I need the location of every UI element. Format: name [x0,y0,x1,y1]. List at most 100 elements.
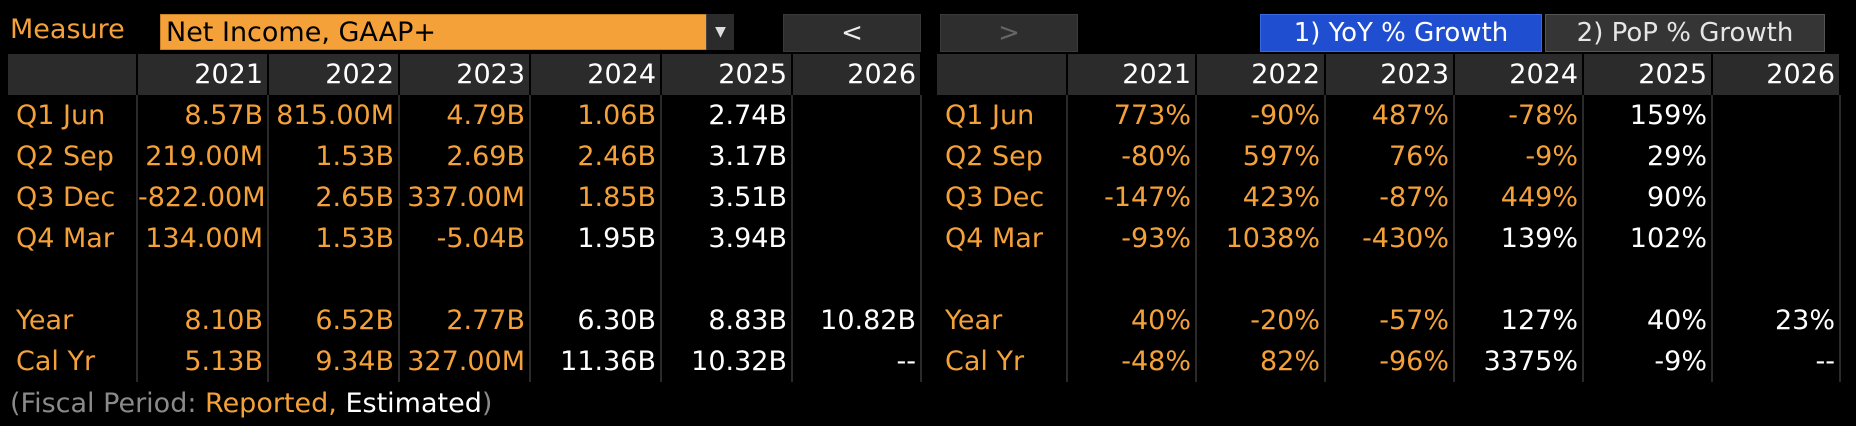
value-cell[interactable]: -80% [1067,136,1197,177]
value-cell[interactable]: 1038% [1196,218,1326,259]
value-cell[interactable]: -90% [1196,95,1326,136]
value-cell[interactable]: -9% [1583,341,1713,382]
value-cell[interactable]: 8.83B [661,300,793,341]
value-cell[interactable]: 23% [1712,300,1841,341]
value-cell[interactable]: -96% [1325,341,1455,382]
value-cell[interactable] [137,259,269,300]
value-cell[interactable]: 134.00M [137,218,269,259]
value-cell[interactable]: 4.79B [399,95,531,136]
value-cell[interactable]: 3.94B [661,218,793,259]
value-cell[interactable]: 219.00M [137,136,269,177]
value-cell[interactable]: -822.00M [137,177,269,218]
value-cell[interactable]: 1.53B [268,218,400,259]
value-cell[interactable]: 3.51B [661,177,793,218]
value-cell[interactable]: 3375% [1454,341,1584,382]
value-cell[interactable]: 76% [1325,136,1455,177]
value-cell[interactable]: -57% [1325,300,1455,341]
value-cell[interactable]: -- [792,341,922,382]
measure-select[interactable]: Net Income, GAAP+ [160,14,734,50]
value-cell[interactable]: 2.69B [399,136,531,177]
value-cell[interactable] [792,95,922,136]
value-cell[interactable]: 2.74B [661,95,793,136]
table-row: Year 40% -20% -57% 127% 40% 23% [937,300,1841,341]
value-cell[interactable]: -- [1712,341,1841,382]
value-cell[interactable] [1712,136,1841,177]
year-header: 2022 [268,54,400,95]
value-cell[interactable]: 2.46B [530,136,662,177]
value-cell[interactable] [1196,259,1326,300]
value-cell[interactable]: 6.52B [268,300,400,341]
value-cell[interactable] [792,259,922,300]
row-label: Q4 Mar [937,218,1068,259]
year-header: 2022 [1196,54,1326,95]
value-cell[interactable]: 1.53B [268,136,400,177]
value-cell[interactable]: 90% [1583,177,1713,218]
prev-button[interactable]: < [783,14,921,52]
value-cell[interactable]: -147% [1067,177,1197,218]
year-header: 2024 [530,54,662,95]
value-cell[interactable] [1454,259,1584,300]
measure-value: Net Income, GAAP+ [166,17,437,48]
value-cell[interactable]: 1.85B [530,177,662,218]
value-cell[interactable]: 2.77B [399,300,531,341]
value-cell[interactable] [1325,259,1455,300]
value-cell[interactable]: 8.57B [137,95,269,136]
value-cell[interactable]: 127% [1454,300,1584,341]
value-cell[interactable]: 1.95B [530,218,662,259]
value-cell[interactable]: 102% [1583,218,1713,259]
value-cell[interactable]: -48% [1067,341,1197,382]
value-cell[interactable]: 139% [1454,218,1584,259]
value-cell[interactable]: 597% [1196,136,1326,177]
value-cell[interactable]: -93% [1067,218,1197,259]
measure-label: Measure [10,14,125,45]
value-cell[interactable]: 9.34B [268,341,400,382]
value-cell[interactable]: 5.13B [137,341,269,382]
value-cell[interactable]: 773% [1067,95,1197,136]
tab-yoy-growth[interactable]: 1) YoY % Growth [1260,14,1542,52]
value-cell[interactable]: 2.65B [268,177,400,218]
value-cell[interactable]: 1.06B [530,95,662,136]
value-cell[interactable] [792,177,922,218]
value-cell[interactable]: 82% [1196,341,1326,382]
value-cell[interactable] [1712,95,1841,136]
value-cell[interactable]: 8.10B [137,300,269,341]
value-cell[interactable]: -78% [1454,95,1584,136]
value-cell[interactable]: 6.30B [530,300,662,341]
value-cell[interactable]: 29% [1583,136,1713,177]
value-cell[interactable]: 815.00M [268,95,400,136]
value-cell[interactable]: 11.36B [530,341,662,382]
value-cell[interactable]: 337.00M [399,177,531,218]
table-row: Q1 Jun 8.57B 815.00M 4.79B 1.06B 2.74B [8,95,922,136]
value-cell[interactable]: 327.00M [399,341,531,382]
next-button[interactable]: > [940,14,1078,52]
value-cell[interactable] [268,259,400,300]
value-cell[interactable]: 40% [1067,300,1197,341]
value-cell[interactable] [399,259,531,300]
value-cell[interactable]: 487% [1325,95,1455,136]
value-cell[interactable] [1712,259,1841,300]
value-cell[interactable] [1583,259,1713,300]
value-cell[interactable] [1067,259,1197,300]
year-header: 2024 [1454,54,1584,95]
chevron-down-icon[interactable]: ▼ [706,14,734,50]
value-cell[interactable]: -5.04B [399,218,531,259]
value-cell[interactable] [792,218,922,259]
value-cell[interactable]: 10.82B [792,300,922,341]
value-cell[interactable] [661,259,793,300]
value-cell[interactable] [792,136,922,177]
value-cell[interactable]: 40% [1583,300,1713,341]
year-header: 2023 [399,54,531,95]
tab-pop-growth[interactable]: 2) PoP % Growth [1545,14,1825,52]
value-cell[interactable] [1712,177,1841,218]
value-cell[interactable]: -87% [1325,177,1455,218]
value-cell[interactable]: 159% [1583,95,1713,136]
value-cell[interactable]: 423% [1196,177,1326,218]
value-cell[interactable]: -9% [1454,136,1584,177]
value-cell[interactable]: -430% [1325,218,1455,259]
value-cell[interactable] [1712,218,1841,259]
value-cell[interactable]: 449% [1454,177,1584,218]
value-cell[interactable]: 3.17B [661,136,793,177]
value-cell[interactable] [530,259,662,300]
value-cell[interactable]: -20% [1196,300,1326,341]
value-cell[interactable]: 10.32B [661,341,793,382]
